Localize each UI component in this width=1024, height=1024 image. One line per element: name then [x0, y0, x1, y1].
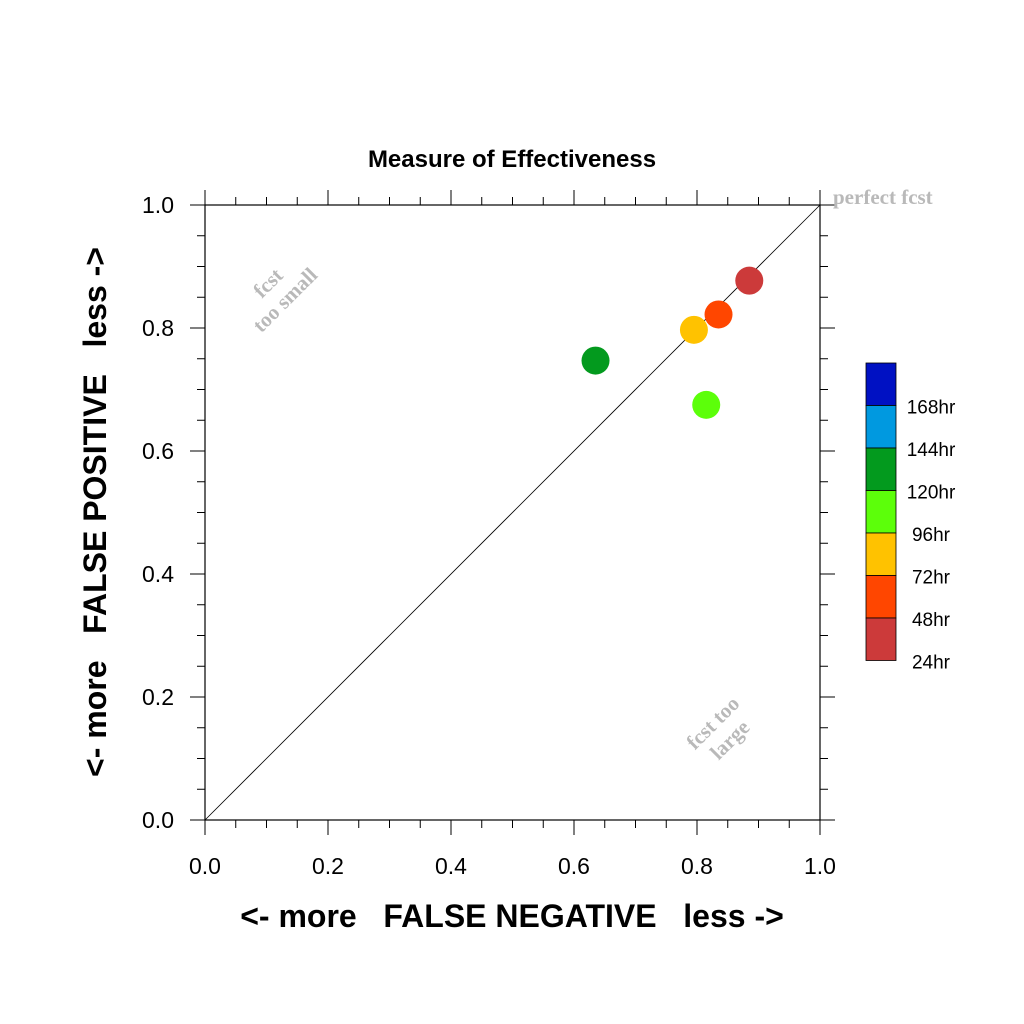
- y-tick-label: 0.0: [142, 807, 174, 833]
- legend-swatch-24hr: [865, 617, 897, 661]
- point-120hr: [581, 346, 610, 375]
- legend: 168hr 144hr 120hr 96hr 72hr 48hr 24hr: [865, 362, 956, 673]
- y-tick-label: 0.8: [142, 315, 174, 341]
- point-48hr: [704, 300, 733, 329]
- x-axis-label: <- more FALSE NEGATIVE less ->: [240, 898, 784, 934]
- annotation-too-small: fcst too small: [248, 263, 322, 337]
- y-tick-label: 0.2: [142, 684, 174, 710]
- y-tick-label: 0.4: [142, 561, 174, 587]
- x-tick-label: 0.0: [189, 853, 221, 879]
- legend-label-96hr: 96hr: [912, 525, 951, 546]
- legend-label-24hr: 24hr: [912, 652, 951, 673]
- point-24hr: [735, 266, 764, 295]
- legend-label-144hr: 144hr: [907, 440, 956, 461]
- legend-label-72hr: 72hr: [912, 567, 951, 588]
- data-points: [581, 266, 764, 419]
- point-96hr: [692, 390, 721, 419]
- annotation-perfect-fcst: perfect fcst: [833, 185, 933, 209]
- point-72hr: [679, 315, 708, 344]
- y-tick-label: 1.0: [142, 192, 174, 218]
- y-axis-label: <- more FALSE POSITIVE less ->: [77, 247, 113, 777]
- x-tick-label: 0.6: [558, 853, 590, 879]
- x-tick-labels: 0.0 0.2 0.4 0.6 0.8 1.0: [189, 853, 836, 879]
- legend-swatch-168hr: [865, 362, 897, 406]
- legend-swatch-96hr: [865, 490, 897, 534]
- legend-swatch-144hr: [865, 405, 897, 449]
- x-tick-label: 0.4: [435, 853, 467, 879]
- legend-swatch-48hr: [865, 575, 897, 619]
- x-tick-label: 1.0: [804, 853, 836, 879]
- x-tick-label: 0.8: [681, 853, 713, 879]
- x-tick-label: 0.2: [312, 853, 344, 879]
- y-tick-labels: 0.0 0.2 0.4 0.6 0.8 1.0: [142, 192, 174, 833]
- legend-label-48hr: 48hr: [912, 610, 951, 631]
- annotation-too-large: fcst too large: [681, 691, 754, 764]
- legend-label-168hr: 168hr: [907, 397, 956, 418]
- legend-swatch-120hr: [865, 447, 897, 491]
- y-tick-label: 0.6: [142, 438, 174, 464]
- legend-label-120hr: 120hr: [907, 482, 956, 503]
- tick-marks: [190, 190, 835, 835]
- chart-title: Measure of Effectiveness: [368, 146, 656, 173]
- legend-swatch-72hr: [865, 532, 897, 576]
